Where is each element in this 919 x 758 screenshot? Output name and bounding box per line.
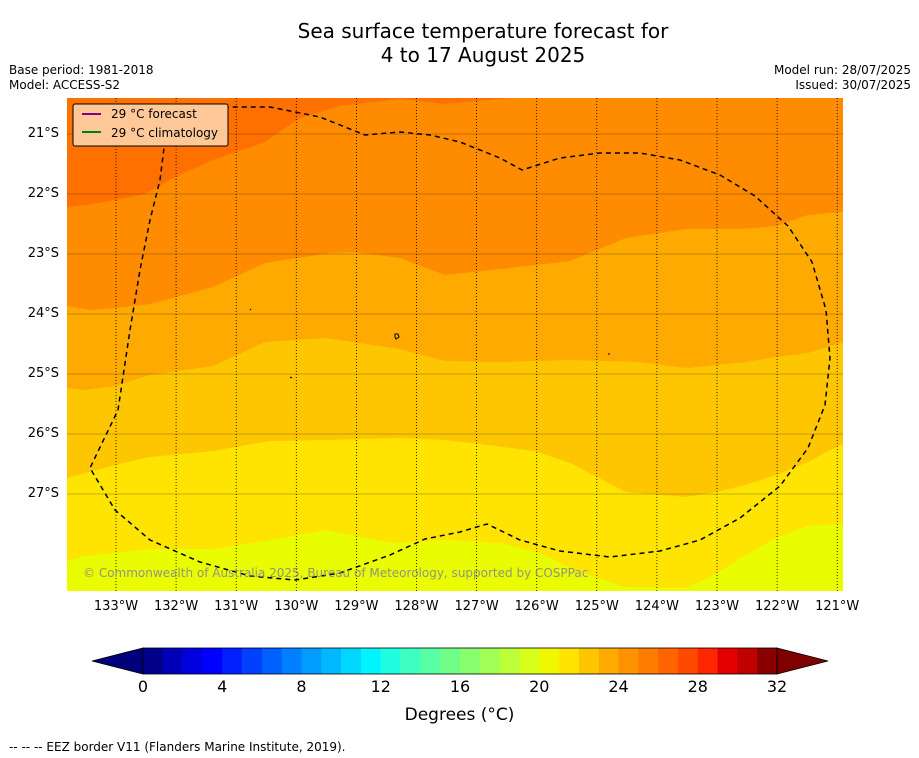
longitude-label: 121°W (815, 599, 860, 614)
colorbar-segment (519, 648, 540, 674)
colorbar-segment (321, 648, 342, 674)
contour-fill-layer (67, 98, 843, 591)
colorbar-segment (737, 648, 758, 674)
longitude-label: 129°W (334, 599, 379, 614)
longitude-label: 124°W (634, 599, 679, 614)
colorbar-segment (677, 648, 699, 674)
longitude-label: 130°W (274, 599, 319, 614)
model-run-text: Model run: 28/07/2025 (773, 63, 911, 77)
legend-climatology-label: 29 °C climatology (111, 126, 218, 140)
legend-forecast-label: 29 °C forecast (111, 107, 197, 121)
title-line-2: 4 to 17 August 2025 (380, 43, 586, 67)
colorbar-segment (281, 648, 302, 674)
colorbar-tick-label: 24 (608, 677, 629, 696)
colorbar-frame (142, 647, 778, 675)
colorbar-segment (182, 648, 203, 674)
colorbar-segment (578, 648, 599, 674)
islet-mark (394, 333, 400, 340)
latitude-label: 27°S (27, 486, 59, 501)
colorbar-segment (658, 648, 679, 674)
colorbar-segment (400, 648, 421, 674)
colorbar-segment (479, 648, 500, 674)
colorbar-segment (380, 648, 401, 674)
title-line-1: Sea surface temperature forecast for (297, 19, 669, 43)
colorbar-segment (242, 648, 263, 674)
colorbar-segment (559, 648, 580, 674)
colorbar-title: Degrees (°C) (404, 705, 515, 725)
colorbar-tick-label: 28 (687, 677, 708, 696)
colorbar-segment (143, 648, 164, 674)
colorbar-tick-label: 4 (217, 677, 228, 696)
colorbar-segment (717, 648, 738, 674)
grid-lines (115, 98, 838, 591)
legend-box (72, 103, 229, 147)
colorbar (91, 647, 829, 675)
colorbar-segment (261, 648, 282, 674)
issued-text: Issued: 30/07/2025 (795, 78, 911, 92)
colorbar-tick-label: 0 (137, 677, 149, 696)
colorbar-segment (757, 648, 778, 674)
colorbar-under-arrow (91, 647, 144, 675)
longitude-label: 128°W (394, 599, 439, 614)
colorbar-segment (202, 648, 223, 674)
colorbar-segment (162, 648, 183, 674)
colorbar-tick-label: 20 (529, 677, 550, 696)
islets (249, 308, 610, 379)
islet-mark (249, 308, 252, 311)
eez-border-line (89, 104, 831, 581)
longitude-label: 122°W (755, 599, 800, 614)
colorbar-segment (420, 648, 441, 674)
colorbar-segment (598, 648, 619, 674)
contour-band-24-25 (67, 98, 843, 310)
colorbar-tick-label: 32 (766, 677, 788, 696)
longitude-label: 133°W (93, 599, 139, 614)
colorbar-segment (301, 648, 322, 674)
colorbar-segment (460, 648, 481, 674)
colorbar-tick-label: 12 (370, 677, 391, 696)
longitude-label: 131°W (214, 599, 259, 614)
longitude-label: 125°W (574, 599, 619, 614)
colorbar-tick-label: 8 (296, 677, 307, 696)
longitude-label: 127°W (454, 599, 499, 614)
colorbar-segment (440, 648, 461, 674)
colorbar-segment (360, 648, 382, 674)
colorbar-segment (638, 648, 659, 674)
longitude-label: 132°W (154, 599, 199, 614)
latitude-label: 22°S (27, 186, 59, 201)
latitude-label: 24°S (27, 306, 59, 321)
islet-mark (289, 376, 293, 379)
latitude-label: 26°S (27, 426, 59, 441)
colorbar-segment (697, 648, 718, 674)
colorbar-segment (499, 648, 520, 674)
model-text: Model: ACCESS-S2 (9, 78, 121, 92)
latitude-label: 25°S (27, 366, 59, 381)
longitude-label: 123°W (694, 599, 740, 614)
colorbar-segment (222, 648, 243, 674)
latitude-label: 21°S (27, 126, 59, 141)
latitude-label: 23°S (27, 246, 59, 261)
colorbar-segment (539, 648, 560, 674)
map-legend: 29 °C forecast 29 °C climatology (72, 103, 229, 147)
longitude-label: 126°W (514, 599, 559, 614)
eez-footnote: -- -- -- EEZ border V11 (Flanders Marine… (9, 740, 346, 754)
colorbar-segment (341, 648, 362, 674)
colorbar-tick-label: 16 (449, 677, 471, 696)
copyright-text: © Commonwealth of Australia 2025, Bureau… (83, 566, 588, 580)
colorbar-over-arrow (776, 647, 829, 675)
colorbar-segment (618, 648, 639, 674)
base-period-text: Base period: 1981-2018 (9, 63, 154, 77)
